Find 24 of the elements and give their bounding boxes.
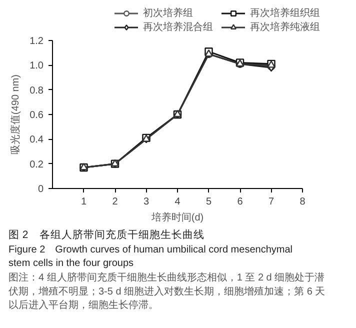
y-tick-label: 0.4 — [30, 134, 44, 146]
legend-label: 再次培养组织组 — [250, 6, 321, 20]
y-tick-label: 0.6 — [30, 110, 44, 121]
x-tick-label: 4 — [174, 196, 181, 208]
x-tick-label: 3 — [143, 196, 150, 208]
text: 图 2 各组人脐带间充质干细胞生长曲线 — [8, 228, 204, 241]
y-tick-label: 0.8 — [30, 85, 44, 96]
x-tick-label: 6 — [237, 196, 244, 208]
legend-label: 初次培养组 — [143, 6, 194, 20]
text: 图注：4 组人脐带间充质干细胞生长曲线形态相似，1 至 2 d 细胞处于潜伏期，增殖不明显；3-5 d 细胞进入对数生长期，细胞增殖加速；第 6 天以后进入平台期，细胞生长停滞。 — [8, 272, 326, 311]
y-tick-label: 0.2 — [30, 159, 44, 170]
x-tick-label: 7 — [268, 196, 274, 208]
legend-label: 再次培养纯液组 — [250, 20, 321, 34]
y-tick-label: 1.2 — [30, 36, 44, 47]
x-tick-label: 1 — [80, 196, 87, 208]
text: Figure 2 Growth curves of human umbilical cord mesenchymal stem cells in the four groups — [8, 244, 292, 269]
y-tick-label: 0 — [38, 184, 44, 195]
x-tick-label: 8 — [300, 196, 306, 208]
y-tick-label: 1.0 — [30, 60, 44, 72]
y-axis-title: 吸光度值(490 nm) — [10, 74, 22, 155]
x-axis-title: 培养时间(d) — [150, 212, 204, 224]
legend-label: 再次培养混合组 — [143, 20, 214, 34]
x-tick-label: 5 — [206, 196, 212, 208]
x-tick-label: 2 — [112, 196, 118, 208]
